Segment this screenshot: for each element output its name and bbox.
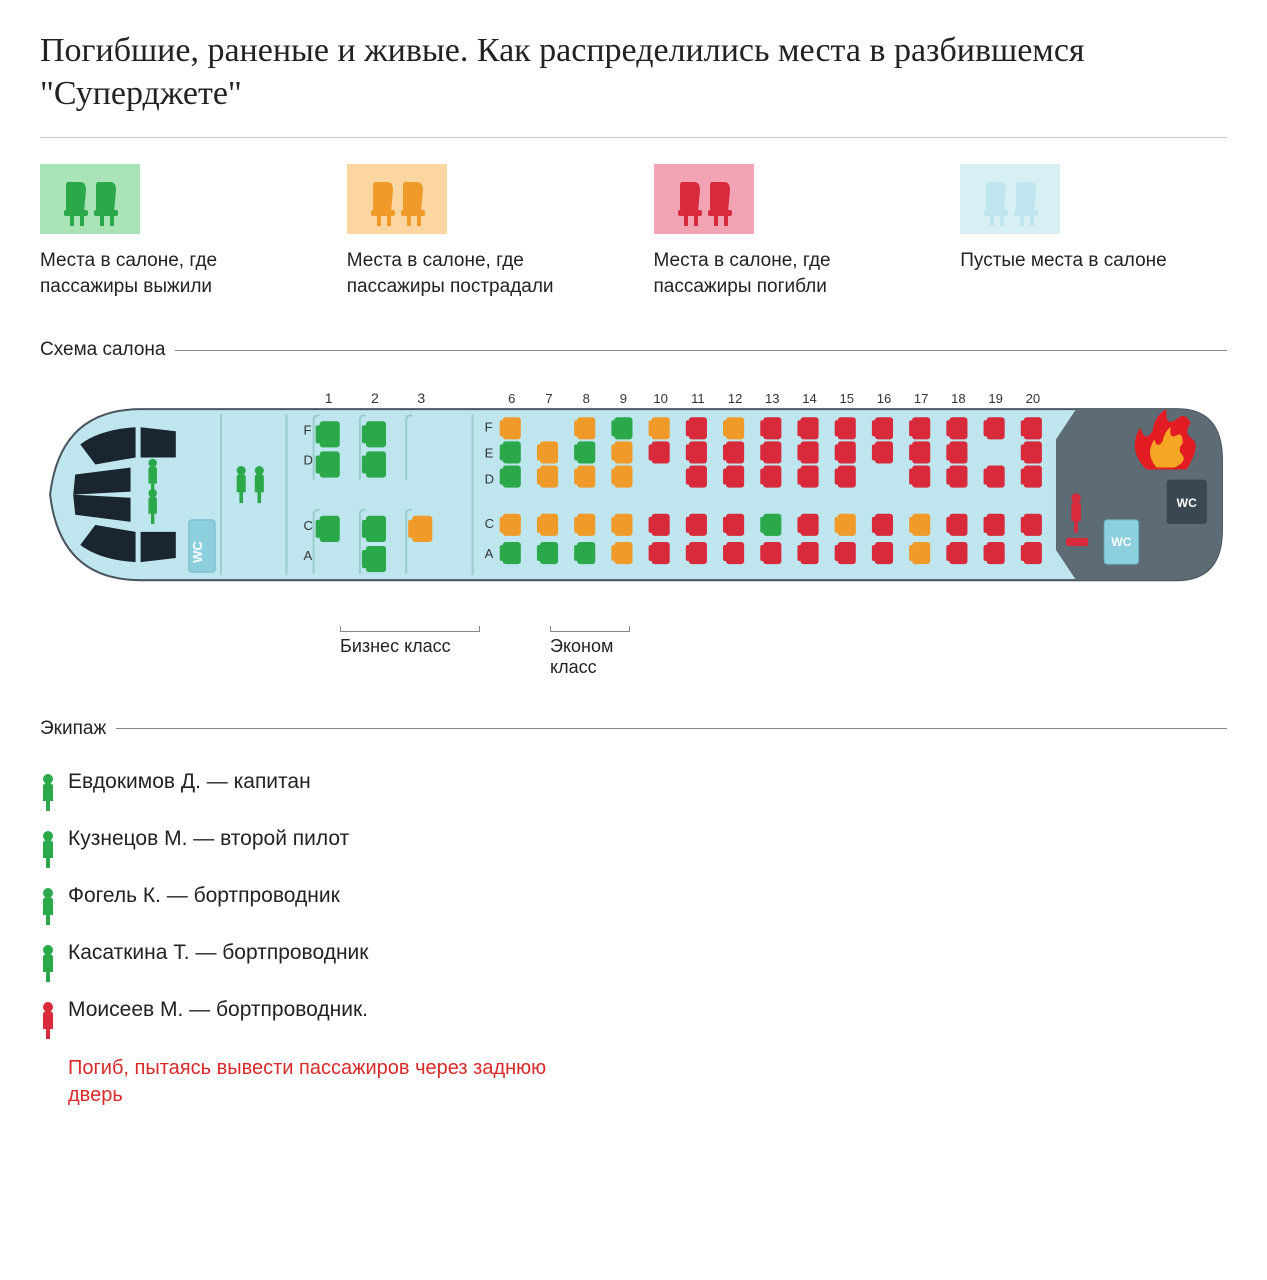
legend-item-dead: Места в салоне, где пассажиры погибли — [654, 164, 921, 299]
svg-text:17: 17 — [914, 391, 929, 406]
legend-text: Места в салоне, где пассажиры погибли — [654, 248, 921, 299]
svg-text:20: 20 — [1026, 391, 1041, 406]
person-icon — [40, 1001, 56, 1041]
crew-row: Касаткина Т. — бортпроводник — [40, 941, 1227, 984]
plane-svg: WC 123FDCA FEDCA678910111213141516171819… — [40, 379, 1227, 610]
crew-name: Евдокимов Д. — капитан — [68, 770, 311, 794]
person-icon — [40, 773, 56, 813]
section-line — [175, 350, 1227, 351]
section-label-crew: Экипаж — [40, 718, 1227, 740]
crew-row: Фогель К. — бортпроводник — [40, 884, 1227, 927]
crew-name: Фогель К. — бортпроводник — [68, 884, 340, 908]
svg-text:13: 13 — [765, 391, 780, 406]
legend-text: Места в салоне, где пассажиры пострадали — [347, 248, 614, 299]
svg-text:WC: WC — [1177, 496, 1197, 510]
legend: Места в салоне, где пассажиры выжили Мес… — [40, 164, 1227, 299]
svg-text:18: 18 — [951, 391, 966, 406]
svg-text:2: 2 — [371, 390, 379, 406]
svg-text:A: A — [485, 546, 494, 561]
svg-text:WC: WC — [1111, 535, 1131, 549]
svg-text:WC: WC — [190, 541, 205, 563]
svg-text:A: A — [304, 548, 313, 563]
crew-name: Касаткина Т. — бортпроводник — [68, 941, 368, 965]
person-icon — [40, 944, 56, 984]
svg-text:D: D — [304, 453, 313, 468]
svg-text:16: 16 — [877, 391, 892, 406]
svg-text:15: 15 — [839, 391, 854, 406]
person-icon — [40, 830, 56, 870]
page-title: Погибшие, раненые и живые. Как распредел… — [40, 30, 1227, 115]
divider — [40, 137, 1227, 138]
legend-text: Места в салоне, где пассажиры выжили — [40, 248, 307, 299]
crew-list: Евдокимов Д. — капитан Кузнецов М. — вто… — [40, 770, 1227, 1109]
svg-text:12: 12 — [728, 391, 743, 406]
crew-row: Евдокимов Д. — капитан — [40, 770, 1227, 813]
svg-text:8: 8 — [583, 391, 590, 406]
label-business: Бизнес класс — [340, 631, 480, 678]
svg-text:7: 7 — [545, 391, 552, 406]
svg-text:10: 10 — [653, 391, 668, 406]
legend-item-empty: Пустые места в салоне — [960, 164, 1227, 299]
person-icon — [40, 887, 56, 927]
crew-note: Погиб, пытаясь вывести пассажиров через … — [68, 1055, 568, 1109]
crew-name: Моисеев М. — бортпроводник. — [68, 998, 368, 1022]
crew-name: Кузнецов М. — второй пилот — [68, 827, 349, 851]
label-economy: Эконом класс — [550, 631, 630, 678]
section-label-text: Схема салона — [40, 339, 165, 361]
section-label-text: Экипаж — [40, 718, 106, 740]
svg-text:6: 6 — [508, 391, 515, 406]
svg-text:C: C — [485, 516, 494, 531]
svg-text:D: D — [485, 472, 494, 487]
svg-text:E: E — [485, 446, 494, 461]
svg-text:3: 3 — [417, 390, 425, 406]
svg-text:9: 9 — [620, 391, 627, 406]
svg-text:19: 19 — [988, 391, 1003, 406]
class-labels: Бизнес класс Эконом класс — [40, 631, 1227, 678]
crew-row: Кузнецов М. — второй пилот — [40, 827, 1227, 870]
svg-text:F: F — [304, 423, 312, 438]
svg-text:F: F — [485, 420, 493, 435]
legend-item-survived: Места в салоне, где пассажиры выжили — [40, 164, 307, 299]
seatmap: WC 123FDCA FEDCA678910111213141516171819… — [40, 379, 1227, 610]
section-line — [116, 728, 1227, 729]
crew-row: Моисеев М. — бортпроводник. — [40, 998, 1227, 1041]
section-label-cabin: Схема салона — [40, 339, 1227, 361]
svg-text:1: 1 — [325, 390, 333, 406]
legend-text: Пустые места в салоне — [960, 248, 1227, 274]
legend-item-injured: Места в салоне, где пассажиры пострадали — [347, 164, 614, 299]
svg-text:14: 14 — [802, 391, 817, 406]
svg-text:11: 11 — [691, 391, 705, 406]
svg-text:C: C — [304, 518, 313, 533]
